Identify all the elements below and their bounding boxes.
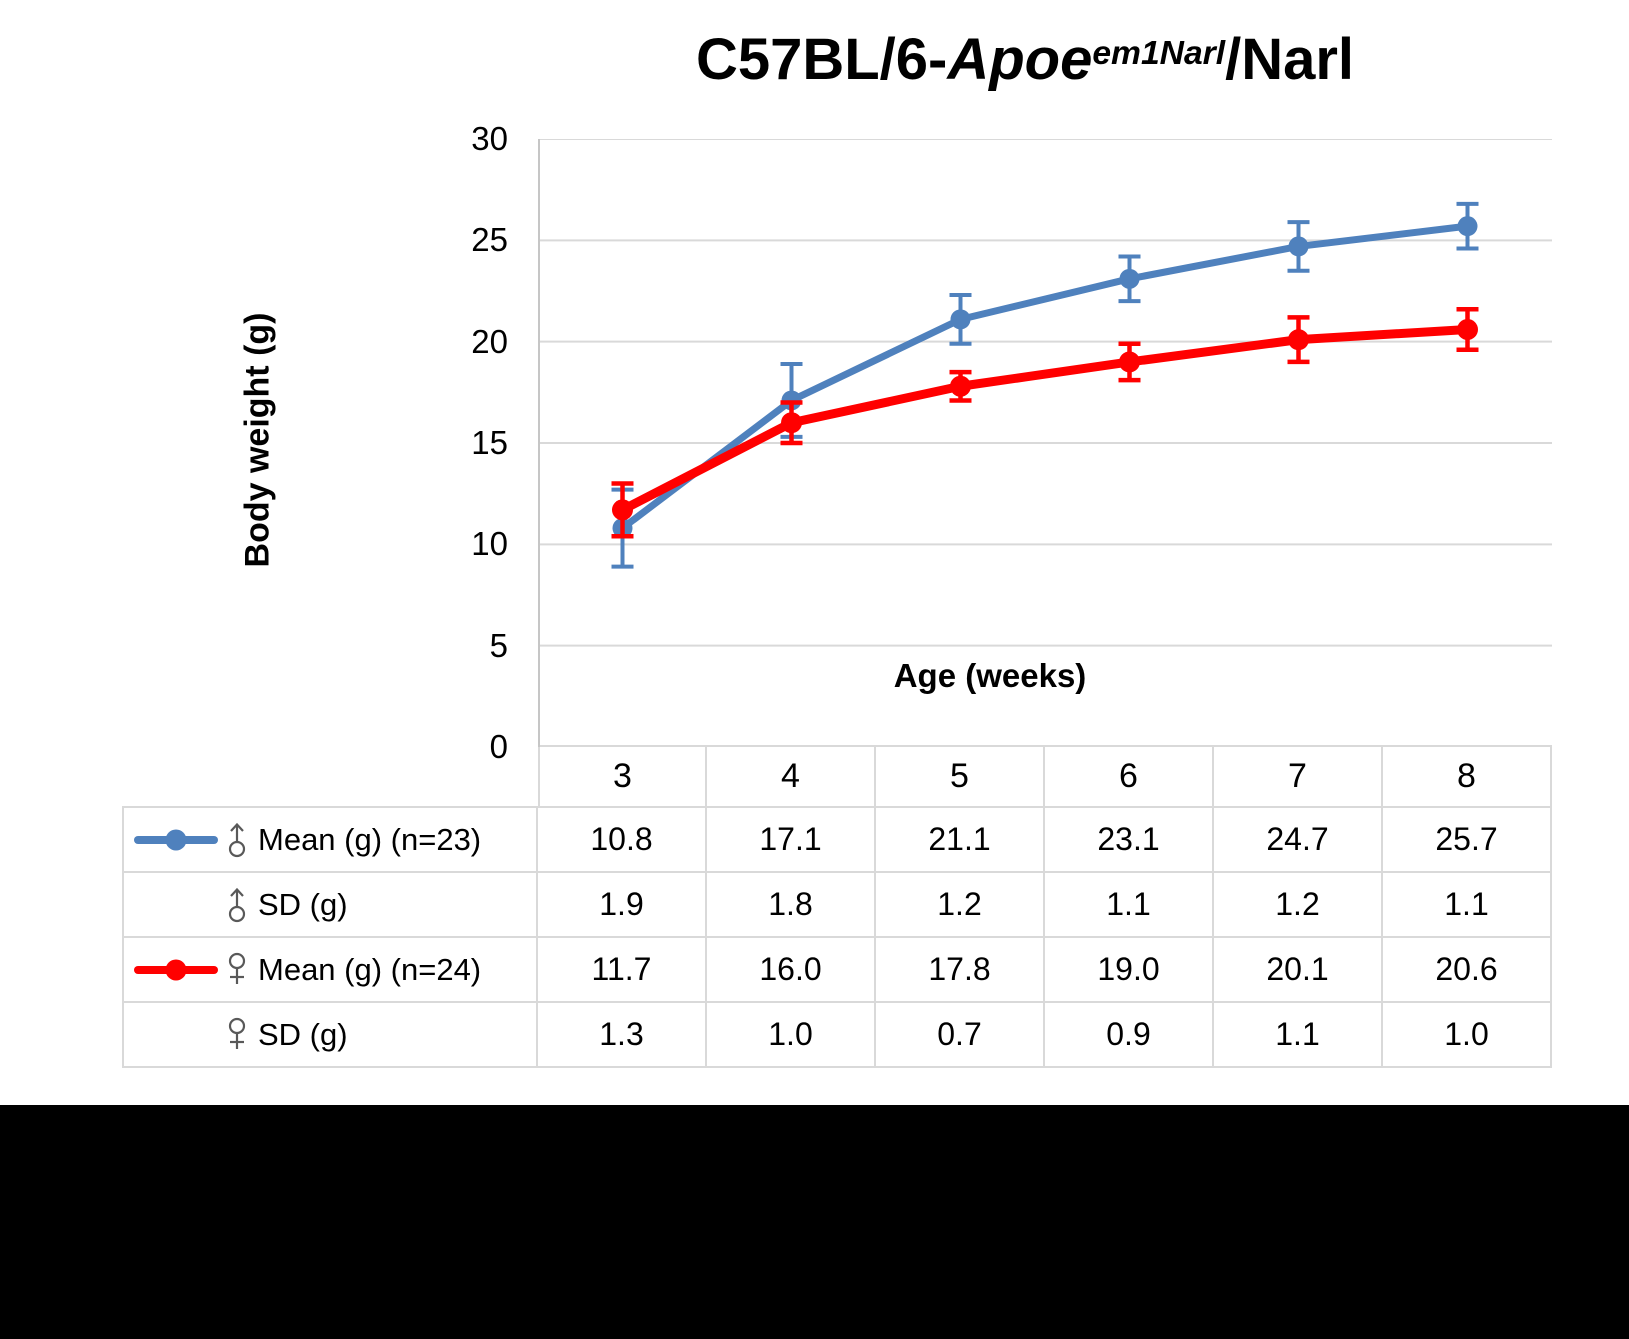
value-cell-female-mean-w5: 17.8	[876, 938, 1045, 1003]
female-icon	[224, 1016, 250, 1054]
table-corner-spacer	[122, 747, 538, 808]
value-cell-female-mean-w8: 20.6	[1383, 938, 1552, 1003]
x-tick-cell-6: 6	[1045, 747, 1214, 808]
value-cell-female-mean-w6: 19.0	[1045, 938, 1214, 1003]
legend-cell-female-mean: Mean (g) (n=24)	[122, 938, 538, 1003]
marker-female-mean-w8	[1457, 319, 1478, 341]
x-tick-cell-4: 4	[707, 747, 876, 808]
value-cell-female-sd-w5: 0.7	[876, 1003, 1045, 1068]
plot-area	[538, 139, 1552, 747]
value-cell-male-sd-w4: 1.8	[707, 873, 876, 938]
chart-title-gene: Apoe	[947, 27, 1093, 92]
value-cell-male-mean-w6: 23.1	[1045, 808, 1214, 873]
legend-label-female-mean: Mean (g) (n=24)	[258, 951, 482, 987]
legend-label-male-sd: SD (g)	[258, 886, 348, 922]
value-cell-male-mean-w3: 10.8	[538, 808, 707, 873]
value-cell-male-sd-w3: 1.9	[538, 873, 707, 938]
legend-marker-male-mean	[134, 820, 222, 860]
legend-cell-female-sd: SD (g)	[122, 1003, 538, 1068]
data-table: 3 4 5 6 7 8 Mean (g) (n=23) 10.8 17.1 21.1 23.1 24.…	[122, 747, 1552, 1068]
y-tick-label-15: 15	[471, 424, 508, 461]
value-cell-male-sd-w7: 1.2	[1214, 873, 1383, 938]
footer-black-band	[0, 1105, 1629, 1339]
y-tick-label-30: 30	[471, 120, 508, 157]
y-tick-label-10: 10	[471, 525, 508, 563]
value-cell-female-mean-w4: 16.0	[707, 938, 876, 1003]
female-icon	[224, 951, 250, 989]
male-icon	[224, 886, 250, 924]
male-icon	[224, 821, 250, 859]
value-cell-female-mean-w7: 20.1	[1214, 938, 1383, 1003]
series-line-male-mean	[619, 222, 1471, 532]
marker-male-mean-w8	[1457, 216, 1478, 237]
value-cell-female-sd-w7: 1.1	[1214, 1003, 1383, 1068]
x-axis-title: Age (weeks)	[893, 657, 1087, 694]
marker-male-mean-w5	[950, 309, 971, 330]
x-tick-cell-8: 8	[1383, 747, 1552, 808]
value-cell-female-sd-w3: 1.3	[538, 1003, 707, 1068]
marker-female-mean-w5	[950, 375, 971, 397]
marker-female-mean-w3	[612, 499, 633, 521]
legend-label-female-sd: SD (g)	[258, 1016, 348, 1052]
marker-female-mean-w6	[1119, 351, 1140, 373]
value-cell-female-mean-w3: 11.7	[538, 938, 707, 1003]
value-cell-female-sd-w6: 0.9	[1045, 1003, 1214, 1068]
legend-marker-female-mean	[134, 950, 222, 990]
chart-title: C57BL/6-Apoeem1Narl/Narl	[518, 26, 1532, 93]
chart-title-superscript: em1Narl	[1092, 34, 1226, 72]
y-tick-label-25: 25	[471, 221, 508, 259]
legend-label-male-mean: Mean (g) (n=23)	[258, 821, 482, 857]
y-tick-label-0: 0	[489, 728, 508, 765]
x-tick-cell-3: 3	[538, 747, 707, 808]
marker-male-mean-w6	[1119, 268, 1140, 289]
value-cell-male-sd-w6: 1.1	[1045, 873, 1214, 938]
value-cell-female-sd-w8: 1.0	[1383, 1003, 1552, 1068]
value-cell-male-mean-w8: 25.7	[1383, 808, 1552, 873]
value-cell-male-mean-w7: 24.7	[1214, 808, 1383, 873]
x-tick-cell-7: 7	[1214, 747, 1383, 808]
series-line-female-mean	[618, 325, 1472, 515]
y-axis-tick-labels: 0 5 10 15 20 25 30	[378, 0, 508, 800]
value-cell-female-sd-w4: 1.0	[707, 1003, 876, 1068]
y-axis-title: Body weight (g)	[238, 312, 277, 568]
value-cell-male-sd-w8: 1.1	[1383, 873, 1552, 938]
y-tick-label-20: 20	[471, 322, 508, 360]
value-cell-male-mean-w5: 21.1	[876, 808, 1045, 873]
marker-female-mean-w4	[781, 412, 802, 434]
value-cell-male-sd-w5: 1.2	[876, 873, 1045, 938]
marker-female-mean-w7	[1288, 329, 1309, 351]
x-tick-cell-5: 5	[876, 747, 1045, 808]
y-tick-label-5: 5	[489, 626, 508, 664]
legend-cell-male-mean: Mean (g) (n=23)	[122, 808, 538, 873]
legend-cell-male-sd: SD (g)	[122, 873, 538, 938]
chart-title-suffix: /Narl	[1225, 27, 1355, 92]
marker-male-mean-w7	[1288, 236, 1309, 257]
value-cell-male-mean-w4: 17.1	[707, 808, 876, 873]
chart-title-prefix: C57BL/6-	[695, 27, 948, 92]
